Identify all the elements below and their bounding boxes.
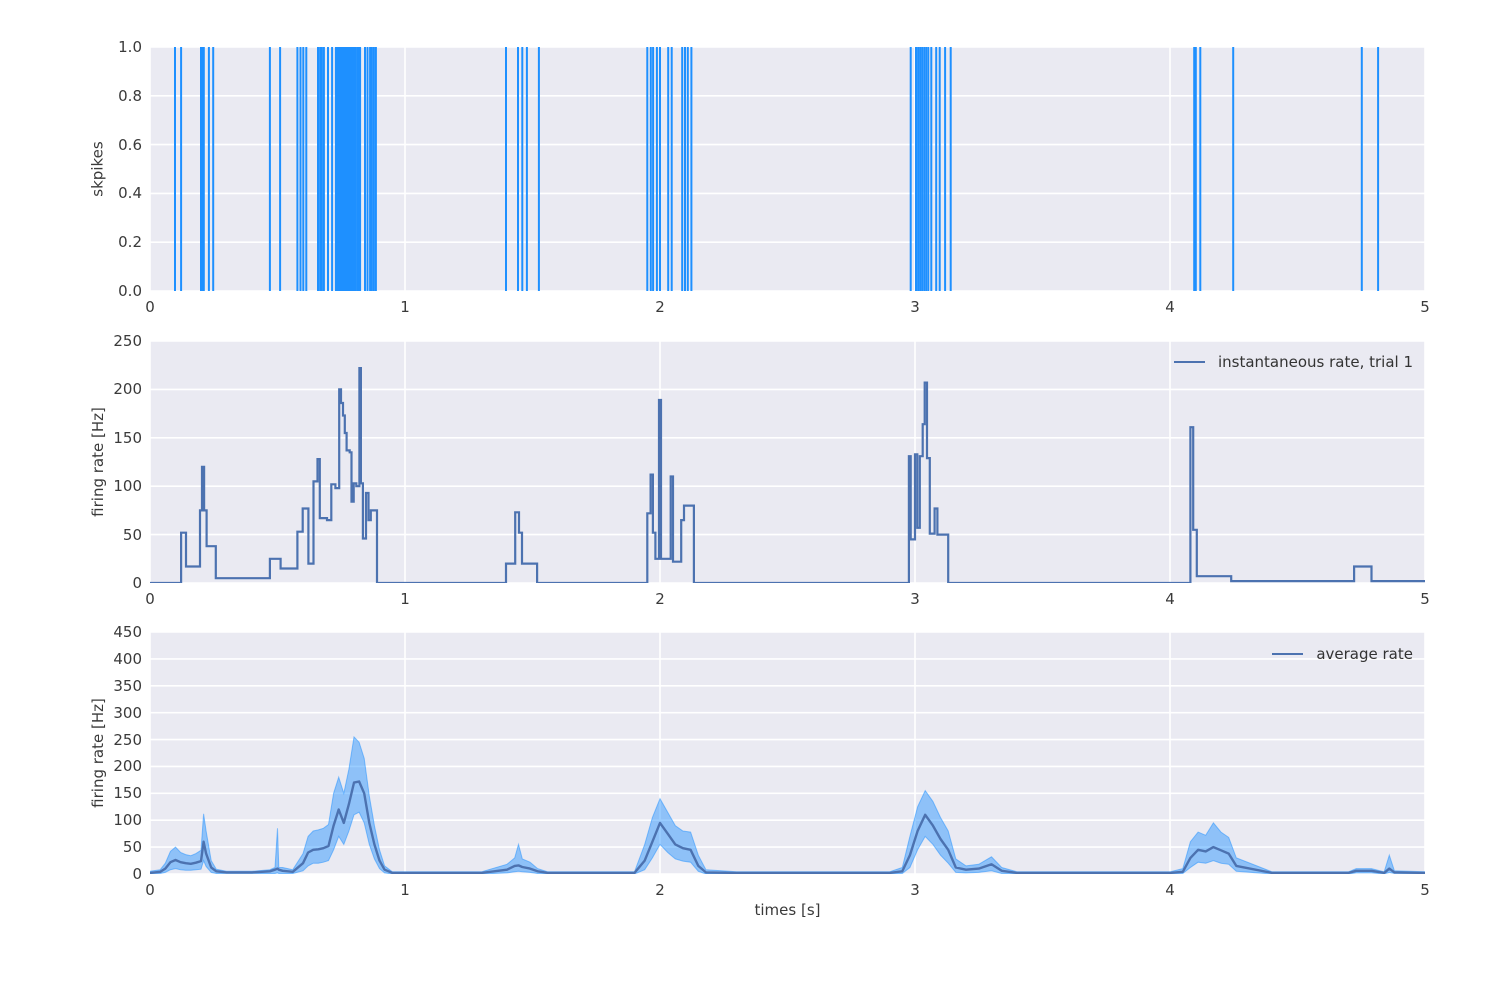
y-axis-label-wrap: firing rate [Hz] xyxy=(86,341,110,583)
x-tick-label: 5 xyxy=(1420,590,1430,608)
x-tick-label: 1 xyxy=(400,590,410,608)
x-tick-label: 0 xyxy=(145,298,155,316)
average-rate-band xyxy=(150,735,1425,874)
instantaneous-rate-line xyxy=(150,367,1425,583)
x-tick-label: 3 xyxy=(910,298,920,316)
y-tick-label: 0.0 xyxy=(118,282,142,300)
legend-line-sample xyxy=(1272,653,1304,655)
y-tick-label: 450 xyxy=(113,623,142,641)
y-tick-label: 250 xyxy=(113,730,142,749)
subplot-average-rate: firing rate [Hz] average rate 0 50 100 150 2… xyxy=(0,623,1500,899)
x-tick-label: 1 xyxy=(400,881,410,899)
y-tick-label: 100 xyxy=(113,811,142,830)
x-axis-label: times [s] xyxy=(754,901,821,919)
x-tick-label: 0 xyxy=(145,590,155,608)
x-tick-label: 3 xyxy=(910,590,920,608)
y-axis-label: firing rate [Hz] xyxy=(89,407,107,517)
x-tick-label: 4 xyxy=(1165,298,1175,316)
y-tick-label: 100 xyxy=(113,477,142,496)
legend-label: instantaneous rate, trial 1 xyxy=(1217,353,1413,371)
legend-instantaneous-rate: instantaneous rate, trial 1 xyxy=(1173,353,1413,371)
legend-average-rate: average rate xyxy=(1272,645,1413,663)
x-tick-label: 5 xyxy=(1420,298,1430,316)
y-tick-label: 200 xyxy=(113,380,142,399)
y-tick-label: 400 xyxy=(113,649,142,668)
x-tick-label: 1 xyxy=(400,298,410,316)
y-tick-label: 0.8 xyxy=(118,86,142,105)
y-tick-label: 200 xyxy=(113,757,142,776)
y-tick-label: 150 xyxy=(113,784,142,803)
y-tick-label: 0 xyxy=(132,574,142,592)
y-tick-label: 1.0 xyxy=(118,38,142,56)
spike-raster-plot xyxy=(150,47,1425,291)
average-rate-line xyxy=(150,780,1425,874)
y-axis-label-wrap: skpikes xyxy=(86,47,110,291)
y-tick-label: 50 xyxy=(122,525,142,544)
y-tick-label: 250 xyxy=(113,332,142,350)
x-tick-label: 2 xyxy=(655,881,665,899)
x-tick-label: 0 xyxy=(145,881,155,899)
legend-line-sample xyxy=(1173,361,1205,363)
y-tick-label: 0.6 xyxy=(118,135,142,154)
average-rate-plot xyxy=(150,632,1425,874)
x-tick-label: 2 xyxy=(655,590,665,608)
x-tick-label: 4 xyxy=(1165,881,1175,899)
legend-label: average rate xyxy=(1316,645,1413,663)
instantaneous-rate-plot xyxy=(150,341,1425,583)
y-tick-label: 50 xyxy=(122,838,142,857)
instantaneous-rate-canvas xyxy=(150,341,1425,583)
y-tick-label: 0.4 xyxy=(118,184,142,203)
y-tick-label: 300 xyxy=(113,703,142,722)
subplot-spike-raster: skpikes 0.0 0.2 0.4 0.6 0.8 1.0 0 1 2 3 4 5 xyxy=(0,38,1500,316)
y-tick-label: 0 xyxy=(132,865,142,883)
x-tick-label: 2 xyxy=(655,298,665,316)
x-tick-label: 3 xyxy=(910,881,920,899)
y-tick-label: 150 xyxy=(113,428,142,447)
spike-raster-canvas xyxy=(150,47,1425,291)
x-tick-label: 5 xyxy=(1420,881,1430,899)
average-rate-canvas xyxy=(150,632,1425,874)
y-tick-label: 0.2 xyxy=(118,233,142,252)
subplot-instantaneous-rate: firing rate [Hz] instantaneous rate, tri… xyxy=(0,332,1500,608)
x-tick-label: 4 xyxy=(1165,590,1175,608)
y-tick-label: 350 xyxy=(113,676,142,695)
